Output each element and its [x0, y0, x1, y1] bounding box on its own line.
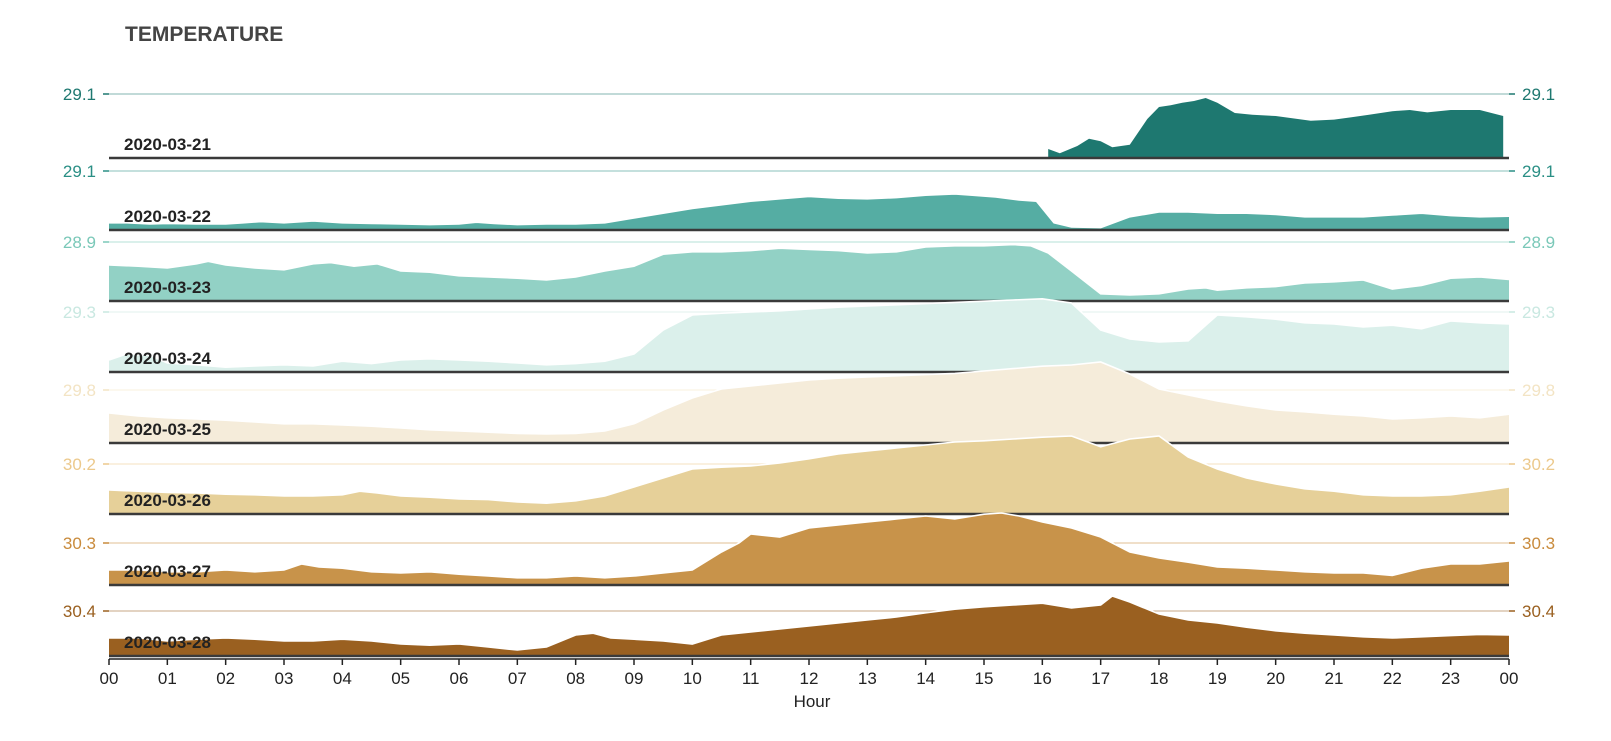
ytick-label-right-2020-03-21: 29.1 — [1522, 85, 1555, 104]
ridge-2020-03-28: 2020-03-28 — [109, 595, 1510, 658]
ridge-label-2020-03-24: 2020-03-24 — [124, 349, 212, 368]
ridge-label-2020-03-28: 2020-03-28 — [124, 633, 211, 652]
x-tick-label-11: 11 — [742, 669, 760, 688]
ridge-area-2020-03-25 — [109, 362, 1509, 443]
ridge-label-2020-03-21: 2020-03-21 — [124, 135, 211, 154]
ytick-label-left-2020-03-27: 30.3 — [63, 534, 96, 553]
x-tick-label-15: 15 — [975, 669, 994, 688]
ytick-label-right-2020-03-27: 30.3 — [1522, 534, 1555, 553]
x-tick-label-6: 06 — [450, 669, 469, 688]
x-tick-label-9: 09 — [625, 669, 644, 688]
x-tick-label-21: 21 — [1325, 669, 1344, 688]
ridge-area-2020-03-22 — [109, 194, 1509, 230]
ridge-outline-2020-03-23 — [108, 243, 1510, 296]
x-tick-label-10: 10 — [683, 669, 702, 688]
ridge-2020-03-24: 2020-03-24 — [108, 297, 1510, 374]
ridge-2020-03-23: 2020-03-23 — [108, 243, 1510, 303]
ytick-label-right-2020-03-22: 29.1 — [1522, 162, 1555, 181]
ridge-outline-2020-03-28 — [109, 595, 1510, 651]
x-tick-label-18: 18 — [1150, 669, 1169, 688]
ridge-area-2020-03-24 — [109, 298, 1509, 372]
ridges-group: 29.1 29.1 29.1 29.1 28.9 28.9 29.3 29.3 29.8 29.8… — [63, 85, 1555, 658]
x-tick-label-2: 02 — [216, 669, 235, 688]
ytick-label-right-2020-03-28: 30.4 — [1522, 602, 1555, 621]
x-tick-label-3: 03 — [275, 669, 294, 688]
ridge-area-2020-03-21 — [1048, 98, 1504, 158]
ridge-outline-2020-03-24 — [108, 297, 1510, 369]
ytick-label-right-2020-03-23: 28.9 — [1522, 233, 1555, 252]
ridge-area-2020-03-23 — [109, 244, 1509, 301]
ridge-label-2020-03-26: 2020-03-26 — [124, 491, 211, 510]
x-tick-label-14: 14 — [916, 669, 935, 688]
ridge-2020-03-25: 2020-03-25 — [108, 361, 1510, 445]
x-tick-label-4: 04 — [333, 669, 352, 688]
ridge-2020-03-26: 2020-03-26 — [108, 435, 1510, 516]
x-tick-label-13: 13 — [858, 669, 877, 688]
x-tick-label-23: 23 — [1441, 669, 1460, 688]
ytick-label-right-2020-03-24: 29.3 — [1522, 303, 1555, 322]
x-tick-label-8: 08 — [566, 669, 585, 688]
x-tick-label-5: 05 — [391, 669, 410, 688]
chart-title: TEMPERATURE — [125, 23, 283, 46]
x-axis-label: Hour — [794, 692, 831, 711]
ytick-label-left-2020-03-22: 29.1 — [63, 162, 96, 181]
x-tick-label-24: 00 — [1500, 669, 1519, 688]
ytick-label-left-2020-03-28: 30.4 — [63, 602, 96, 621]
ridge-2020-03-27: 2020-03-27 — [109, 512, 1510, 587]
ridge-label-2020-03-27: 2020-03-27 — [124, 562, 211, 581]
x-tick-label-16: 16 — [1033, 669, 1052, 688]
ytick-label-right-2020-03-26: 30.2 — [1522, 455, 1555, 474]
ytick-label-left-2020-03-21: 29.1 — [63, 85, 96, 104]
x-tick-label-17: 17 — [1091, 669, 1110, 688]
ytick-label-left-2020-03-25: 29.8 — [63, 381, 96, 400]
ridge-outline-2020-03-25 — [108, 361, 1510, 435]
ridge-label-2020-03-22: 2020-03-22 — [124, 207, 211, 226]
ytick-label-left-2020-03-23: 28.9 — [63, 233, 96, 252]
ridge-outline-2020-03-27 — [109, 512, 1510, 579]
ytick-label-left-2020-03-26: 30.2 — [63, 455, 96, 474]
x-tick-label-0: 00 — [100, 669, 119, 688]
ridge-area-2020-03-27 — [109, 513, 1509, 585]
x-tick-label-22: 22 — [1383, 669, 1402, 688]
ridge-area-2020-03-26 — [109, 436, 1509, 514]
ridge-outline-2020-03-26 — [108, 435, 1510, 505]
ridge-2020-03-21: 2020-03-21 — [109, 98, 1509, 160]
x-tick-label-7: 07 — [508, 669, 527, 688]
ridge-outline-2020-03-22 — [109, 193, 1510, 229]
x-tick-label-19: 19 — [1208, 669, 1227, 688]
x-tick-label-12: 12 — [800, 669, 819, 688]
ridge-label-2020-03-23: 2020-03-23 — [124, 278, 211, 297]
ridge-2020-03-22: 2020-03-22 — [109, 193, 1510, 232]
ytick-label-right-2020-03-25: 29.8 — [1522, 381, 1555, 400]
x-axis: 00 01 02 03 04 05 06 07 08 09 10 11 12 13 14 15 16 17 18 19… — [100, 658, 1519, 688]
ytick-label-left-2020-03-24: 29.3 — [63, 303, 96, 322]
x-tick-label-20: 20 — [1266, 669, 1285, 688]
ridge-label-2020-03-25: 2020-03-25 — [124, 420, 211, 439]
x-tick-label-1: 01 — [158, 669, 177, 688]
